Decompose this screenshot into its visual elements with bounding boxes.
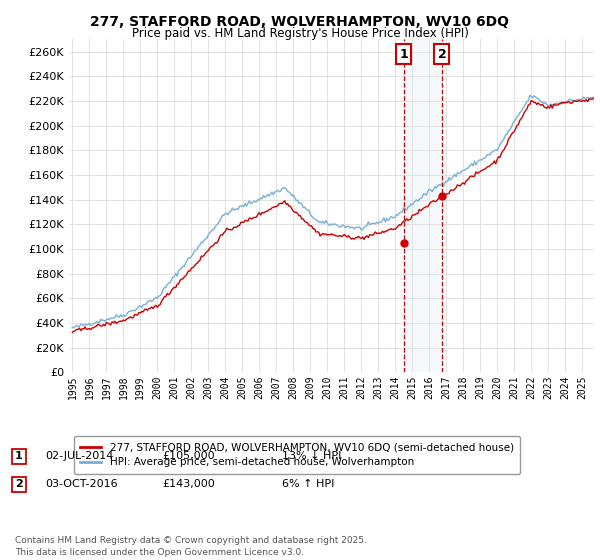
Legend: 277, STAFFORD ROAD, WOLVERHAMPTON, WV10 6DQ (semi-detached house), HPI: Average : 277, STAFFORD ROAD, WOLVERHAMPTON, WV10 …	[74, 436, 520, 474]
Text: 13% ↓ HPI: 13% ↓ HPI	[282, 451, 341, 461]
Text: Price paid vs. HM Land Registry's House Price Index (HPI): Price paid vs. HM Land Registry's House …	[131, 27, 469, 40]
Text: 1: 1	[400, 48, 408, 60]
Text: £105,000: £105,000	[162, 451, 215, 461]
Bar	[404, 39, 442, 372]
Text: 02-JUL-2014: 02-JUL-2014	[45, 451, 113, 461]
Text: 1: 1	[15, 451, 23, 461]
Text: 2: 2	[15, 479, 23, 489]
Text: 2: 2	[437, 48, 446, 60]
Text: Contains HM Land Registry data © Crown copyright and database right 2025.
This d: Contains HM Land Registry data © Crown c…	[15, 536, 367, 557]
Text: 03-OCT-2016: 03-OCT-2016	[45, 479, 118, 489]
Text: £143,000: £143,000	[162, 479, 215, 489]
Text: 277, STAFFORD ROAD, WOLVERHAMPTON, WV10 6DQ: 277, STAFFORD ROAD, WOLVERHAMPTON, WV10 …	[91, 15, 509, 29]
Text: 6% ↑ HPI: 6% ↑ HPI	[282, 479, 334, 489]
